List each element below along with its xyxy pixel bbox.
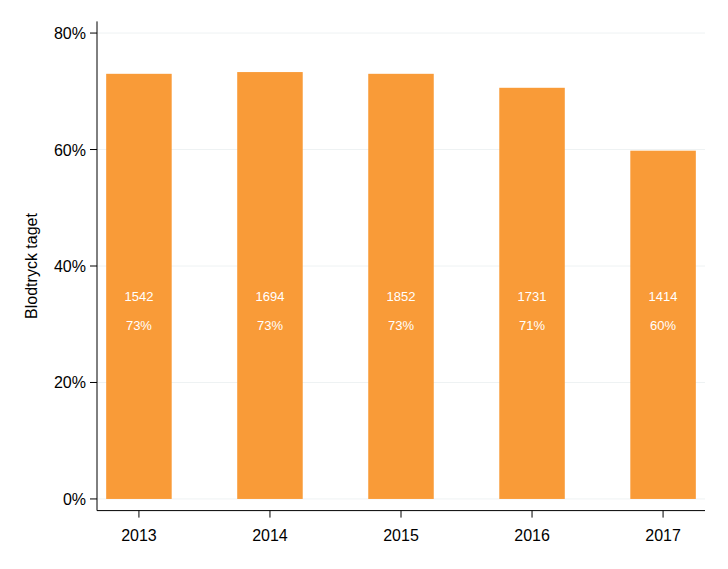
value-label: 73%: [388, 318, 414, 333]
y-tick: [90, 149, 97, 150]
y-tick: [90, 498, 97, 499]
x-tick-label: 2017: [645, 527, 681, 544]
chart-container: 0% 20% 40% 60% 80% 2013 2014 2015 2016 2017 1542 73…: [0, 0, 728, 569]
count-label: 1731: [518, 289, 547, 304]
bar: [237, 72, 303, 499]
chart-svg: 0% 20% 40% 60% 80% 2013 2014 2015 2016 2017 1542 73…: [0, 0, 728, 569]
bar: [630, 151, 696, 499]
x-tick-label: 2013: [121, 527, 157, 544]
axes: 0% 20% 40% 60% 80% 2013 2014 2015 2016 2017: [54, 21, 705, 543]
count-label: 1542: [124, 289, 153, 304]
x-tick: [401, 511, 402, 518]
x-tick-label: 2015: [383, 527, 419, 544]
y-tick-label: 20%: [54, 374, 86, 391]
count-label: 1694: [256, 289, 285, 304]
y-axis-title: Blodtryck taget: [23, 213, 40, 319]
data-labels: 1542 73% 1694 73% 1852 73% 1731 71% 1414 60%: [124, 289, 677, 333]
x-tick: [138, 511, 139, 518]
value-label: 71%: [519, 318, 545, 333]
value-label: 73%: [257, 318, 283, 333]
y-tick: [90, 33, 97, 34]
count-label: 1852: [387, 289, 416, 304]
y-tick-label: 80%: [54, 25, 86, 42]
bar: [499, 88, 565, 499]
count-label: 1414: [649, 289, 678, 304]
value-label: 73%: [126, 318, 152, 333]
bars: [106, 72, 696, 499]
y-tick: [90, 266, 97, 267]
x-tick: [269, 511, 270, 518]
y-tick-label: 40%: [54, 258, 86, 275]
bar: [368, 74, 434, 499]
y-tick-label: 0%: [63, 491, 86, 508]
y-tick-label: 60%: [54, 142, 86, 159]
bar: [106, 74, 172, 499]
grid: [97, 33, 705, 499]
x-tick-label: 2016: [514, 527, 550, 544]
y-axis-line: [97, 21, 98, 510]
grid-line: [97, 33, 705, 34]
x-tick-label: 2014: [252, 527, 288, 544]
x-tick: [532, 511, 533, 518]
value-label: 60%: [650, 318, 676, 333]
x-tick: [663, 511, 664, 518]
y-tick: [90, 382, 97, 383]
